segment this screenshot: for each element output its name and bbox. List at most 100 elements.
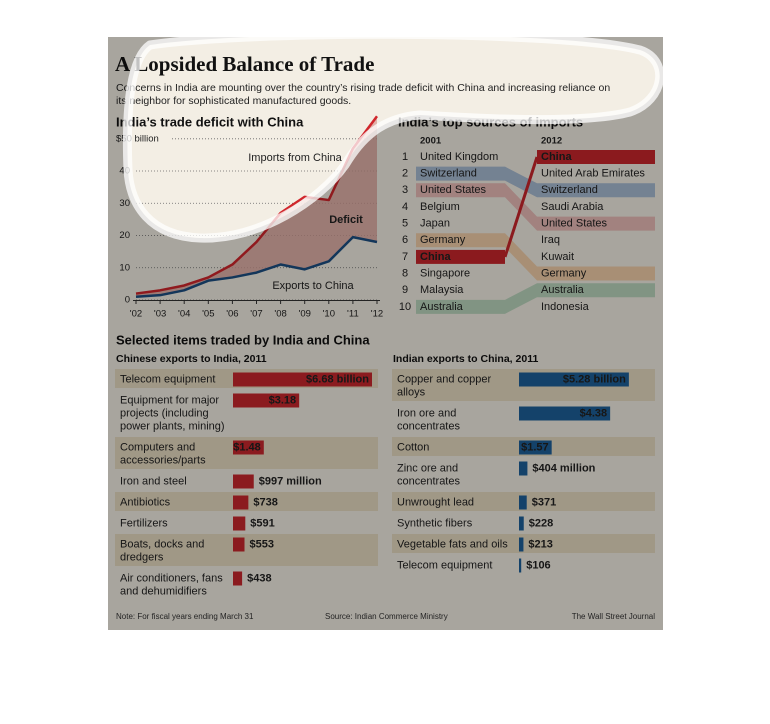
value-label: $404 million: [532, 462, 595, 474]
chart-subtitle: Indian exports to China, 2011: [393, 353, 538, 365]
value-label: $6.68 billion: [306, 373, 369, 385]
value-label: $5.28 billion: [563, 373, 626, 385]
bar: [233, 516, 246, 531]
country-label: United Arab Emirates: [541, 168, 645, 180]
country-label: Germany: [541, 267, 587, 279]
bar: [519, 537, 524, 552]
value-label: $1.57: [521, 441, 549, 453]
value-label: $438: [247, 572, 271, 584]
value-label: $738: [253, 496, 277, 508]
footer-credit: The Wall Street Journal: [572, 612, 656, 621]
category-label: Unwrought lead: [397, 496, 474, 508]
rank-connector: [503, 156, 539, 258]
rank-number: 1: [402, 151, 408, 163]
footer-source: Source: Indian Commerce Ministry: [325, 612, 448, 621]
series-line: [135, 235, 378, 299]
column-header: 2001: [420, 136, 442, 147]
category-label: Copper and copper alloys: [397, 373, 494, 398]
rank-band: [416, 283, 655, 314]
column-header: 2012: [541, 136, 562, 147]
bar: [233, 495, 249, 510]
bar: [519, 461, 528, 476]
value-label: $591: [250, 517, 274, 529]
footer-note: Note: For fiscal years ending March 31: [116, 612, 254, 621]
rank-number: 9: [402, 284, 408, 296]
subtitle: Concerns in India are mounting over the …: [116, 82, 613, 107]
bar: [519, 372, 629, 387]
category-label: Synthetic fibers: [397, 517, 473, 529]
rank-number: 6: [402, 234, 408, 246]
bar: [519, 516, 524, 531]
rank-number: 3: [402, 184, 408, 196]
country-label: Indonesia: [541, 301, 590, 313]
series-label: Imports from China: [248, 152, 342, 164]
highlight-outline: [122, 29, 665, 243]
value-label: $1.48: [233, 441, 261, 453]
category-label: Boats, docks and dredgers: [120, 538, 207, 563]
y-tick-label: 30: [119, 198, 130, 209]
annotation: Deficit: [329, 214, 363, 226]
bar: [233, 372, 372, 387]
rank-number: 7: [402, 251, 408, 263]
category-label: Antibiotics: [120, 496, 171, 508]
country-label: China: [541, 151, 572, 163]
category-label: Telecom equipment: [397, 559, 492, 571]
x-tick-label: '09: [299, 309, 311, 320]
infographic-background: [108, 37, 663, 630]
y-tick-label: 20: [119, 230, 130, 241]
category-label: Iron ore and concentrates: [397, 407, 460, 432]
bar: [519, 440, 552, 455]
x-tick-label: '11: [347, 309, 359, 320]
x-tick-label: '02: [130, 309, 142, 320]
category-label: Iron and steel: [120, 475, 187, 487]
country-label: Malaysia: [420, 284, 464, 296]
country-label: Switzerland: [420, 168, 477, 180]
rank-number: 4: [402, 201, 408, 213]
rank-band: [416, 183, 655, 231]
rank-number: 5: [402, 218, 408, 230]
row-band: [115, 534, 378, 566]
country-label: Australia: [541, 284, 585, 296]
value-label: $553: [250, 538, 274, 550]
chart-subtitle: Chinese exports to India, 2011: [116, 353, 267, 365]
series-label: Exports to China: [272, 280, 354, 292]
country-label: China: [420, 251, 451, 263]
country-label: Kuwait: [541, 251, 574, 263]
country-label: Australia: [420, 301, 464, 313]
y-tick-label: 0: [125, 295, 130, 306]
bar: [519, 495, 527, 510]
country-label: Japan: [420, 218, 450, 230]
x-tick-label: '10: [323, 309, 335, 320]
infographic: A Lopsided Balance of Trade Concerns in …: [115, 52, 655, 621]
country-label: Germany: [420, 234, 466, 246]
y-tick-label: 10: [119, 262, 130, 273]
value-label: $4.38: [580, 407, 608, 419]
value-label: $371: [532, 496, 556, 508]
category-label: Fertilizers: [120, 517, 168, 529]
rank-number: 2: [402, 168, 408, 180]
country-label: United States: [541, 218, 608, 230]
x-tick-label: '08: [274, 309, 286, 320]
bar: [233, 474, 254, 489]
section-title: Selected items traded by India and China: [116, 332, 370, 347]
bar: [519, 558, 522, 573]
x-tick-label: '05: [202, 309, 214, 320]
chart-title: India’s trade deficit with China: [116, 114, 304, 129]
country-label: Belgium: [420, 201, 460, 213]
title: A Lopsided Balance of Trade: [115, 52, 374, 76]
country-label: Singapore: [420, 267, 470, 279]
rank-number: 10: [399, 301, 411, 313]
category-label: Cotton: [397, 441, 429, 453]
country-label: United States: [420, 184, 487, 196]
category-label: Equipment for major projects (including …: [120, 394, 225, 432]
x-tick-label: '03: [154, 309, 166, 320]
row-band: [392, 534, 655, 553]
country-label: Saudi Arabia: [541, 201, 604, 213]
x-tick-label: '04: [178, 309, 190, 320]
rank-band: [416, 233, 655, 281]
country-label: Iraq: [541, 234, 560, 246]
bar: [233, 537, 245, 552]
rank-number: 8: [402, 267, 408, 279]
value-label: $106: [526, 559, 550, 571]
rank-band: [416, 249, 505, 264]
